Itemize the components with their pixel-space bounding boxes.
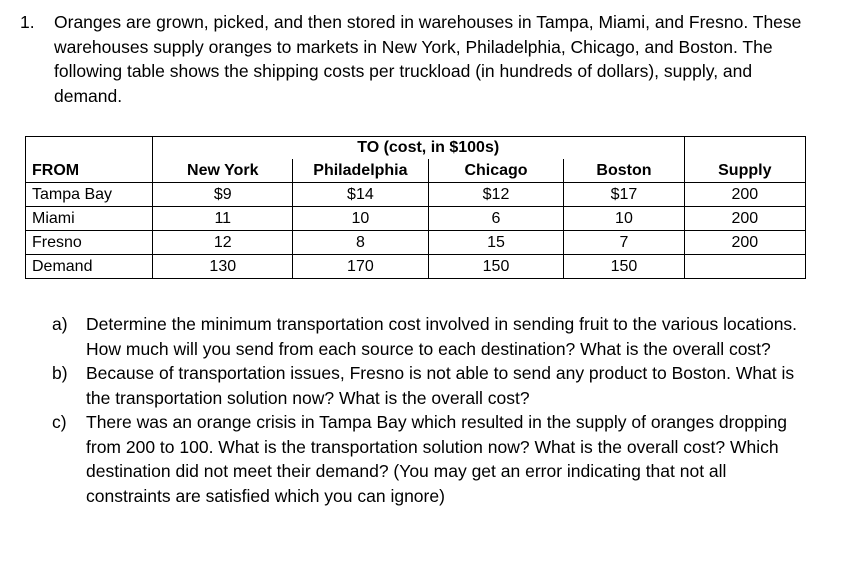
table-row: Tampa Bay $9 $14 $12 $17 200	[24, 182, 807, 207]
table-row: Miami 11 10 6 10 200	[24, 206, 807, 231]
part-label: a)	[52, 314, 68, 334]
row-label: Miami	[24, 206, 154, 231]
part-text: Determine the minimum transportation cos…	[86, 314, 798, 359]
table-cell: 200	[683, 230, 807, 255]
table-cell-blank	[24, 136, 154, 159]
column-header-from: FROM	[24, 159, 154, 183]
table-cell-blank	[563, 136, 685, 159]
row-label: Tampa Bay	[24, 182, 154, 207]
part-label: c)	[52, 412, 67, 432]
table-cell: 10	[292, 206, 429, 231]
shipping-cost-table: TO (cost, in $100s) FROM New York Philad…	[24, 136, 807, 279]
problem-intro-text: Oranges are grown, picked, and then stor…	[54, 12, 802, 106]
table-cell	[683, 254, 807, 279]
question-part-b: b) Because of transportation issues, Fre…	[52, 361, 812, 410]
row-label: Fresno	[24, 230, 154, 255]
table-cell: 200	[683, 206, 807, 231]
table-cell: 6	[427, 206, 565, 231]
column-header-new-york: New York	[152, 159, 294, 183]
table-cell: $14	[292, 182, 429, 207]
table-row: Demand 130 170 150 150	[24, 254, 807, 279]
column-header-boston: Boston	[563, 159, 685, 183]
part-label: b)	[52, 363, 68, 383]
table-cell: 130	[152, 254, 294, 279]
table-header-row: FROM New York Philadelphia Chicago Bosto…	[24, 159, 807, 183]
table-cell: 200	[683, 182, 807, 207]
problem-statement: 1. Oranges are grown, picked, and then s…	[20, 10, 850, 108]
table-cell: 150	[427, 254, 565, 279]
table-cell: 8	[292, 230, 429, 255]
table-cell: 10	[563, 206, 685, 231]
question-part-a: a) Determine the minimum transportation …	[52, 312, 812, 361]
question-part-c: c) There was an orange crisis in Tampa B…	[52, 410, 812, 508]
table-cell: $12	[427, 182, 565, 207]
table-cell-blank	[683, 136, 807, 159]
table-row: Fresno 12 8 15 7 200	[24, 230, 807, 255]
column-header-philadelphia: Philadelphia	[292, 159, 429, 183]
table-cell: 150	[563, 254, 685, 279]
column-header-chicago: Chicago	[427, 159, 565, 183]
row-label: Demand	[24, 254, 154, 279]
question-parts: a) Determine the minimum transportation …	[52, 312, 812, 508]
to-cost-header: TO (cost, in $100s)	[292, 136, 564, 159]
problem-intro: 1. Oranges are grown, picked, and then s…	[20, 10, 850, 108]
table-top-header-row: TO (cost, in $100s)	[24, 136, 807, 159]
table-cell: 170	[292, 254, 429, 279]
part-text: There was an orange crisis in Tampa Bay …	[86, 412, 788, 506]
table-cell: 15	[427, 230, 565, 255]
table-cell: 7	[563, 230, 685, 255]
table-cell: 12	[152, 230, 294, 255]
table-cell: 11	[152, 206, 294, 231]
column-header-supply: Supply	[683, 159, 807, 183]
part-text: Because of transportation issues, Fresno…	[86, 363, 795, 408]
problem-number: 1.	[20, 12, 35, 32]
table-cell: $9	[152, 182, 294, 207]
table-cell-blank	[152, 136, 293, 159]
table-cell: $17	[563, 182, 685, 207]
